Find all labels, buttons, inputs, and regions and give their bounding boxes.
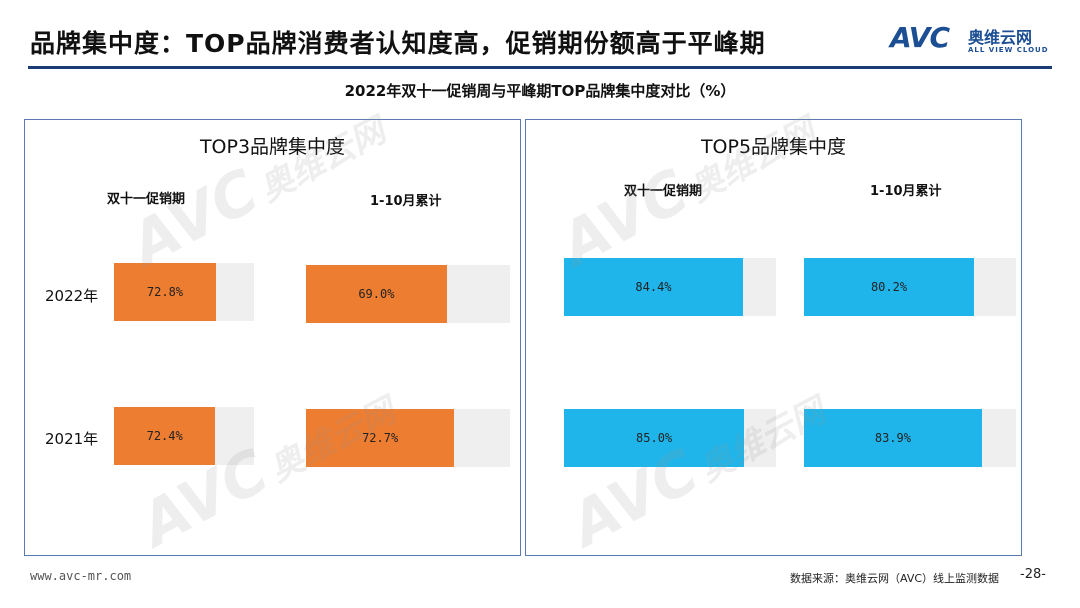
page-title: 品牌集中度：TOP品牌消费者认知度高，促销期份额高于平峰期 (30, 29, 766, 58)
panel-top3: TOP3品牌集中度 双十一促销期 1-10月累计 2022年 2021年 72.… (24, 119, 521, 556)
bar-track: 80.2% (804, 258, 1016, 316)
panel-top5: TOP5品牌集中度 双十一促销期 1-10月累计 84.4% 80.2% 85.… (525, 119, 1022, 556)
bar-top5-2021-cumulative (804, 409, 982, 467)
bar-track: 69.0% (306, 265, 510, 323)
bar-top3-2021-promo (114, 407, 216, 465)
bar-top5-2022-cumulative (804, 258, 975, 316)
bar-track: 72.7% (306, 409, 510, 467)
col-head-promo-top5: 双十一促销期 (624, 184, 703, 199)
bar-track: 83.9% (804, 409, 1016, 467)
bar-top3-2022-promo (114, 263, 216, 321)
chart-title: 2022年双十一促销周与平峰期TOP品牌集中度对比（%） (344, 82, 736, 100)
data-label: 72.8% (146, 285, 184, 299)
header-rule (28, 66, 1052, 69)
data-label: 80.2% (870, 280, 908, 294)
bar-top5-2021-promo (564, 409, 745, 467)
data-label: 72.4% (146, 429, 183, 443)
data-label: 69.0% (358, 287, 395, 301)
bar-top3-2021-cumulative (306, 409, 455, 467)
logo-en-text: ALL VIEW CLOUD (968, 46, 1049, 54)
page-number: -28- (1020, 567, 1046, 582)
avc-logo: AVC 奥维云网 ALL VIEW CLOUD (890, 22, 1060, 58)
data-label: 84.4% (635, 280, 672, 294)
row-label-2022: 2022年 (45, 287, 99, 305)
col-head-promo-top3: 双十一促销期 (107, 192, 186, 207)
data-label: 85.0% (636, 431, 673, 445)
row-label-2021: 2021年 (45, 430, 99, 448)
col-head-cumulative-top3: 1-10月累计 (370, 194, 442, 209)
bar-track: 85.0% (564, 409, 776, 467)
data-label: 72.7% (362, 431, 399, 445)
bar-track: 72.4% (114, 407, 254, 465)
bar-track: 72.8% (114, 263, 254, 321)
footer-website: www.avc-mr.com (30, 569, 132, 583)
footer-source: 数据来源：奥维云网（AVC）线上监测数据 (790, 572, 1000, 585)
bar-top5-2022-promo (564, 258, 743, 316)
panel-title-top5: TOP5品牌集中度 (700, 136, 847, 158)
bar-top3-2022-cumulative (306, 265, 447, 323)
logo-mark: AVC (890, 21, 950, 54)
panel-title-top3: TOP3品牌集中度 (199, 136, 346, 158)
data-label: 83.9% (874, 431, 911, 445)
logo-cn-text: 奥维云网 (968, 28, 1033, 47)
col-head-cumulative-top5: 1-10月累计 (870, 184, 942, 199)
bar-track: 84.4% (564, 258, 776, 316)
